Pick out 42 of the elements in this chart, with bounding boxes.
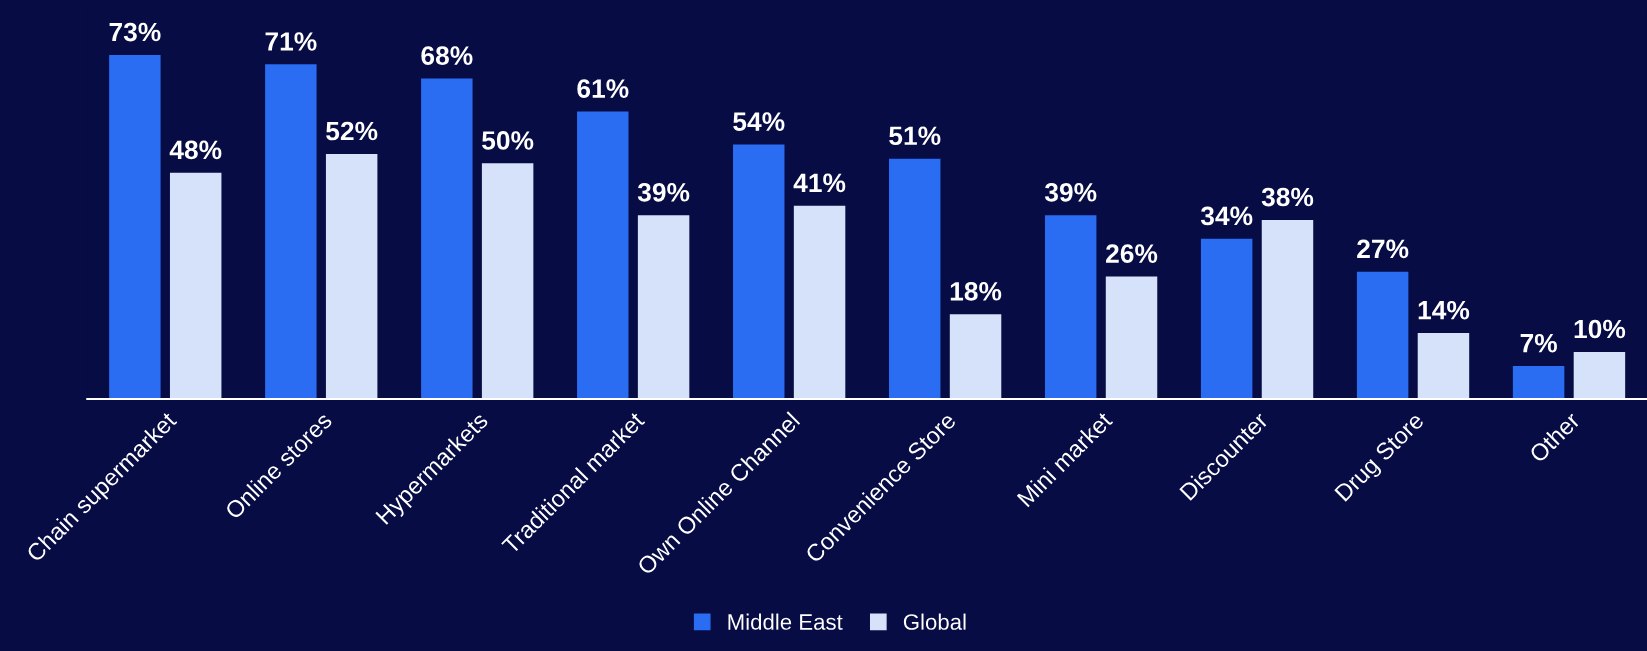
bar — [1356, 271, 1409, 400]
data-label: 18% — [950, 281, 1002, 301]
bar — [637, 215, 690, 400]
data-label: 73% — [109, 22, 161, 42]
bar — [733, 144, 785, 400]
bar — [888, 158, 941, 400]
data-label: 50% — [482, 131, 534, 150]
bar — [1105, 276, 1158, 400]
data-label: 41% — [793, 173, 846, 193]
data-label: 39% — [637, 182, 690, 202]
data-label: 48% — [169, 140, 222, 160]
legend-label: Middle East — [728, 613, 843, 630]
data-label: 52% — [326, 121, 378, 141]
data-label: 61% — [577, 79, 629, 98]
data-label: 38% — [1261, 187, 1314, 207]
data-label: 68% — [421, 46, 473, 65]
data-label: 26% — [1106, 244, 1158, 263]
bar — [577, 111, 629, 400]
bar — [325, 153, 378, 400]
data-label: 10% — [1574, 319, 1626, 339]
bar — [793, 205, 846, 400]
bar — [1200, 238, 1253, 400]
bar — [949, 314, 1002, 400]
data-label: 7% — [1520, 333, 1557, 353]
bar — [1512, 366, 1565, 400]
bar — [1573, 351, 1626, 400]
data-label: 51% — [889, 126, 941, 146]
data-label: 14% — [1418, 300, 1470, 320]
data-label: 54% — [733, 112, 785, 131]
bar — [421, 78, 473, 400]
data-label: 71% — [265, 32, 317, 51]
bar — [169, 172, 222, 400]
legend-label: Global — [903, 613, 966, 630]
bar — [265, 64, 317, 400]
bar — [1417, 333, 1470, 400]
data-label: 34% — [1200, 206, 1253, 226]
bar — [109, 54, 161, 400]
data-label: 27% — [1357, 239, 1409, 259]
bar — [1044, 215, 1097, 400]
bar — [481, 163, 534, 400]
data-label: 39% — [1044, 182, 1097, 202]
bar — [1261, 219, 1314, 400]
